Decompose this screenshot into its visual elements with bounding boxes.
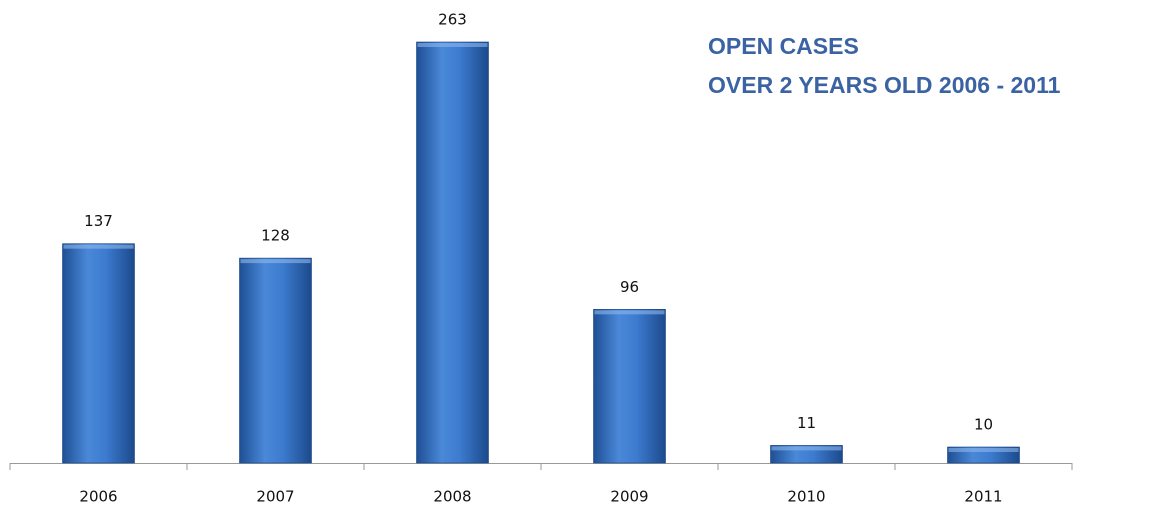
bar [239,257,312,464]
bar-highlight [594,310,665,315]
data-label: 128 [261,227,290,245]
data-label: 10 [974,415,993,433]
bar [62,243,135,464]
data-label: 263 [438,11,467,29]
chart-subtitle: OVER 2 YEARS OLD 2006 - 2011 [708,72,1061,98]
x-tick-label: 2008 [433,488,471,506]
x-tick-label: 2011 [964,488,1002,506]
chart-title: OPEN CASES [708,33,859,59]
bar-highlight [240,259,311,264]
data-label: 137 [84,212,113,230]
bar [593,309,666,464]
bar-highlight [417,43,488,47]
data-label: 11 [797,414,816,432]
data-label: 96 [620,278,639,296]
x-tick-label: 2009 [610,488,648,506]
x-tick-label: 2010 [787,488,825,506]
bar-highlight [63,244,134,249]
bar [416,41,489,464]
x-tick-label: 2006 [79,488,117,506]
bar-highlight [771,446,842,451]
x-tick-label: 2007 [256,488,294,506]
bar-highlight [948,447,1019,452]
